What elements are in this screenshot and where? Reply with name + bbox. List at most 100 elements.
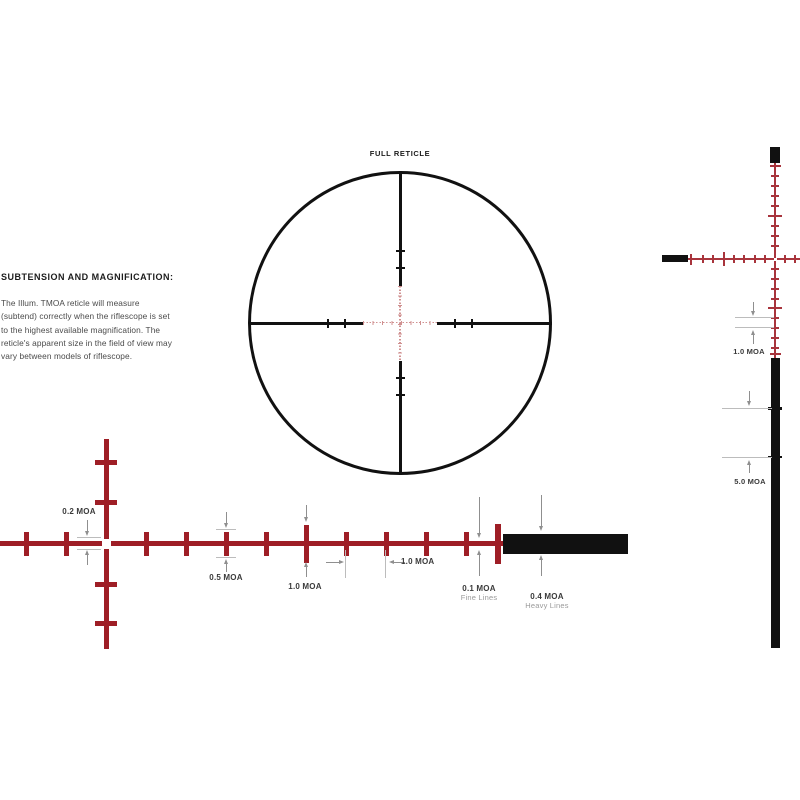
arrow-head [538,526,543,531]
measure-arrow [748,463,750,473]
side-crosshair-right [776,258,800,260]
crosshair-tick [454,318,456,328]
side-tick-spacing-label: 1.0 MOA [733,347,765,356]
crosshair-post-bottom [398,361,402,475]
side-tick [771,175,779,177]
arrow-head [477,549,481,555]
side-tick [784,255,786,263]
measure-arrow [225,512,227,524]
guide-line [722,407,772,409]
guide-line [345,550,346,578]
measure-arrow [86,520,88,532]
detail-crosshair-left [0,541,102,546]
side-tick [771,278,779,280]
arrow-head [84,550,89,555]
side-post-notch [768,455,782,458]
side-tick [771,327,779,329]
arrow-head [303,562,308,567]
side-tick [733,255,735,263]
guide-line [735,317,774,318]
detail-tall-tick [303,524,309,563]
center-gap-measure-label: 0.2 MOA [62,507,96,516]
arrow-head [84,531,89,536]
side-tall-tick [768,215,782,217]
side-tick [771,235,779,237]
arrow-head [338,559,344,564]
measure-arrow [748,391,750,402]
side-tick [794,255,796,263]
side-tall-tick [768,307,782,309]
measure-arrow [540,495,542,527]
arrow-head [388,559,394,564]
side-crosshair-up [774,163,776,258]
measure-arrow [326,561,340,563]
side-tick [771,347,779,349]
heavy-line-bar [503,533,628,554]
side-tick [771,317,779,319]
measure-arrow [540,559,542,576]
detail-crosshair-up [103,439,109,539]
side-tick [771,268,779,270]
side-tick [771,225,779,227]
detail-tick [423,531,429,556]
side-tick [743,255,745,263]
side-crosshair-down [774,260,776,358]
detail-tick [263,531,269,556]
crosshair-tick [395,394,405,396]
crosshair-tick [327,318,329,328]
fine-line-measure-label: 0.1 MOA [462,584,496,593]
measure-arrow [305,505,307,518]
side-tick [771,245,779,247]
arrow-head [750,310,755,316]
measure-arrow [225,562,227,572]
side-post-left [662,255,688,262]
side-tick [771,195,779,197]
info-body: The Illum. TMOA reticle will measure (su… [1,297,201,363]
arrow-head [746,400,751,406]
side-end-tick [769,353,781,355]
detail-tick [95,620,117,626]
measure-arrow [752,302,754,312]
crosshair-post-top [398,171,402,286]
arrow-head [223,522,228,528]
guide-line [722,456,772,458]
side-post-top [770,147,780,163]
guide-line [77,548,101,550]
crosshair-tick [395,250,405,252]
side-tick [712,255,714,263]
guide-line [735,327,774,328]
measure-arrow [752,333,754,344]
side-tick [771,298,779,300]
measure-arrow [86,554,88,565]
tick-spacing-measure-label: 1.0 MOA [401,557,435,566]
crosshair-post-left [249,321,363,325]
detail-end-tick [495,523,501,564]
side-end-tick [769,165,781,167]
guide-line [216,556,236,558]
arrow-head [538,555,543,560]
info-line: to the highest available magnification. … [1,324,161,335]
detail-tick [183,531,189,556]
arrow-head [477,533,481,538]
side-tick [702,255,704,263]
measure-arrow [305,566,307,577]
side-post-section-label: 5.0 MOA [734,477,766,486]
arrow-head [750,329,755,335]
side-end-tick [690,253,692,265]
detail-tick [95,499,117,505]
info-line: reticle's apparent size in the field of … [1,337,173,348]
guide-line [216,529,236,530]
detail-tick [143,531,149,556]
side-tick [754,255,756,263]
side-post-notch [768,407,782,410]
detail-tick [463,531,469,556]
arrow-head [303,517,308,522]
detail-tick [95,581,117,587]
heavy-line-sub-label: Heavy Lines [525,601,569,610]
side-tall-tick [723,252,725,266]
crosshair-tick [344,318,346,328]
detail-tick [223,531,229,556]
side-crosshair-left [688,258,774,260]
side-tick [771,185,779,187]
